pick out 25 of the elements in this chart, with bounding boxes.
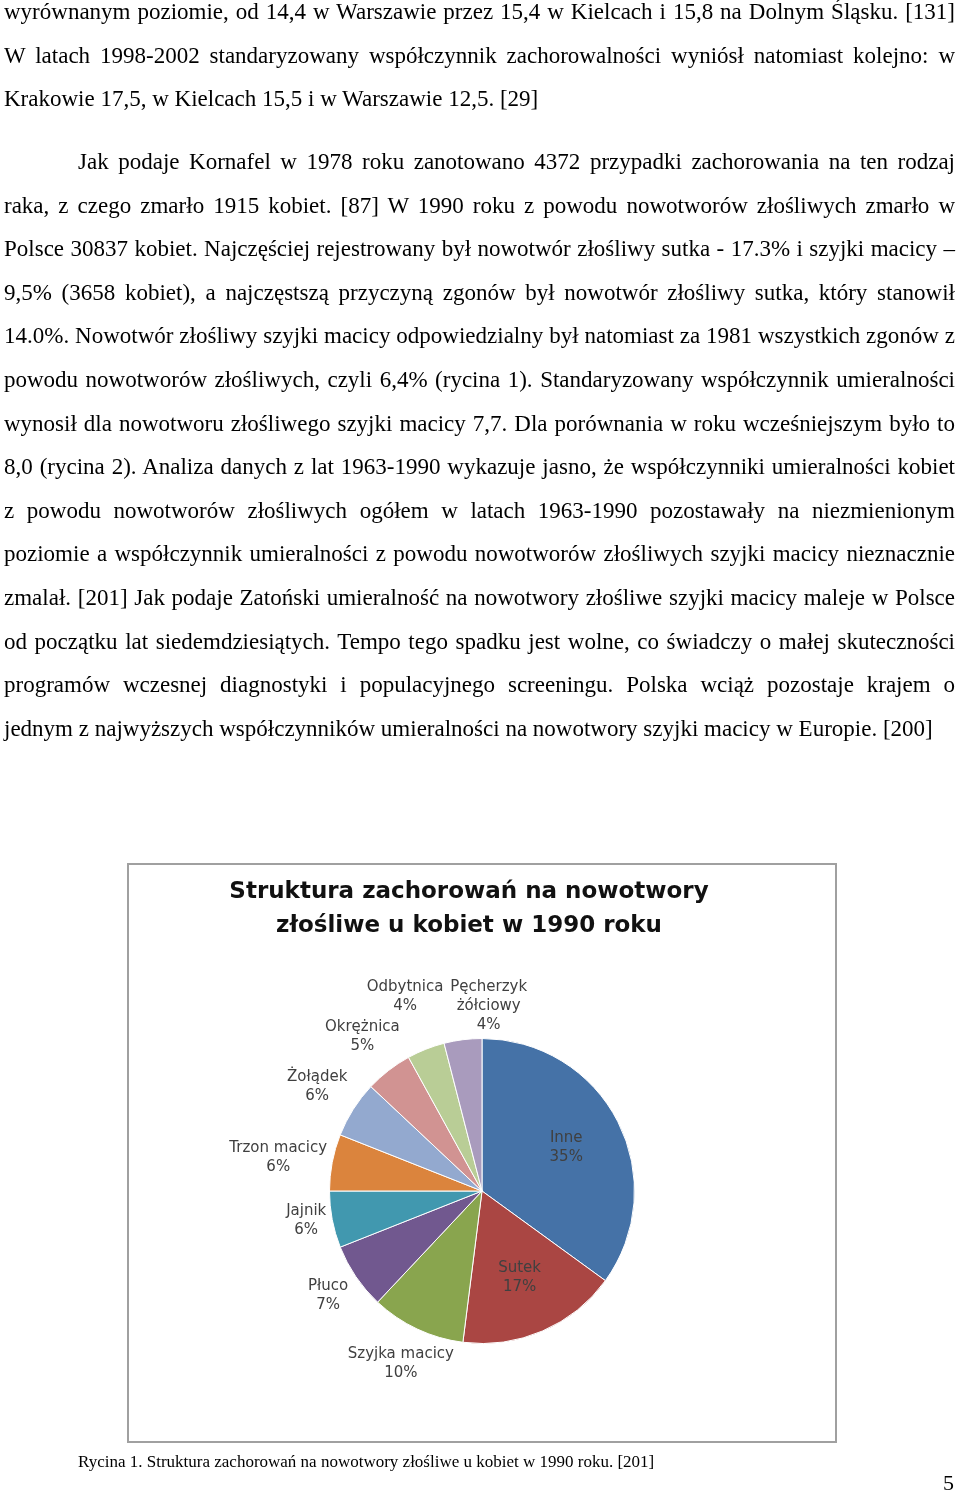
slice-label: Jajnik bbox=[285, 1201, 327, 1220]
slice-label: Pęcherzyk żółciowy bbox=[450, 977, 528, 1015]
slice-label: Okrężnica bbox=[324, 1017, 400, 1036]
slice-label: Szyjka macicy bbox=[347, 1343, 455, 1362]
slice-label: Płuco bbox=[308, 1275, 349, 1294]
data-label: 35% bbox=[549, 1147, 583, 1166]
data-label: 6% bbox=[294, 1220, 319, 1239]
data-label: 10% bbox=[384, 1362, 418, 1381]
slice-label: Trzon macicy bbox=[228, 1138, 328, 1157]
data-label: 6% bbox=[305, 1085, 330, 1104]
slice-label: Żołądek bbox=[287, 1065, 348, 1085]
text: Rycina 1. Struktura zachorowań na nowotwory złośliwe u kobiet w 1990 roku. [201] bbox=[78, 1452, 655, 1472]
slice-label: Odbytnica bbox=[366, 977, 444, 996]
chart-title: Struktura zachorowań na nowotwory złośliwe u kobiet w 1990 roku bbox=[229, 876, 709, 939]
slice-label: Inne bbox=[549, 1128, 583, 1147]
text: Jak podaje Kornafel w 1978 roku zanotowano 4372 przypadki zachorowania na ten rodzaj raka, z czego zmarło 1915 kobiet. [87] W 1990 roku z powodu nowotworów złośliwych zmarło w Polsce 30837 kobiet. Najczęściej rejestrowany był nowotwór złośliwy sutka - 17.3% i szyjki macicy – 9,5% (3658 kobiet), a najczęstszą przyczyną zgonów był nowotwór złośliwy sutka, który stanowił 14.0%. Nowotwór złośliwy szyjki macicy odpowiedzialny był natomiast za 1981 wszystkich zgonów z powodu nowotworów złośliwych, czyli 6,4% (rycina 1). Standaryzowany współczynnik umieralności wynosił dla nowotworu złośliwego szyjki macicy 7,7. Dla porównania w roku wcześniejszym było to 8,0 (rycina 2). Analiza danych z lat 1963-1990 wykazuje jasno, że współczynniki umieralności kobiet z powodu nowotworów złośliwych ogółem w latach 1963-1990 pozostawały na niezmienionym poziomie a współczynnik umieralności z powodu nowotworów złośliwych szyjki macicy nieznacznie zmalał. [201] Jak podaje Zatoński umieralność na nowotwory złośliwe szyjki macicy maleje w Polsce od początku lat siedemdziesiątych. Tempo tego spadku jest wolne, co świadczy o małej skuteczności programów wczesnej diagnostyki i populacyjnego screeningu. Polska wciąż pozostaje krajem o jednym z najwyższych współczynników umieralności na nowotwory szyjki macicy w Europie. [200] bbox=[4, 149, 955, 741]
text: wyrównanym poziomie, od 14,4 w Warszawie przez 15,4 w Kielcach i 15,8 na Dolnym Śląsku. [131] W latach 1998-2002 standaryzowany współczynnik zachorowalności wyniósł natomiast kolejno: w Krakowie 17,5, w Kielcach 15,5 i w Warszawie 12,5. [29] bbox=[4, 0, 955, 114]
data-label: 4% bbox=[476, 1015, 501, 1034]
data-label: 7% bbox=[316, 1294, 341, 1313]
data-label: 4% bbox=[393, 996, 417, 1015]
text: 5 bbox=[943, 1470, 954, 1496]
data-label: 5% bbox=[350, 1036, 375, 1055]
data-label: 17% bbox=[502, 1277, 537, 1296]
data-label: 6% bbox=[266, 1157, 291, 1176]
slice-label: Sutek bbox=[498, 1258, 542, 1277]
